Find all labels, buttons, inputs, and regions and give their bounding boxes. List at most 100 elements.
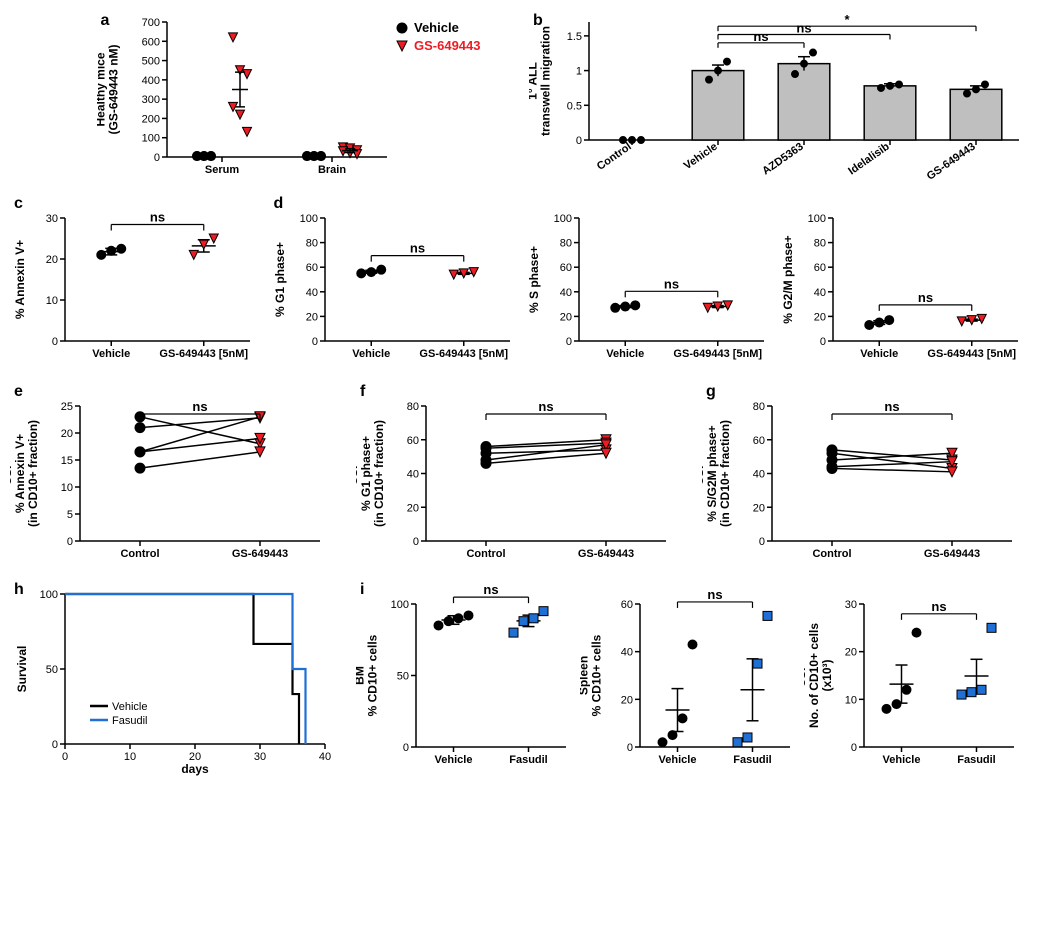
- panel-e: e 0510152025ControlGS-649443CSF% Annexin…: [10, 381, 348, 571]
- svg-text:GS-649443 [5nM]: GS-649443 [5nM]: [159, 348, 248, 360]
- svg-text:80: 80: [753, 401, 765, 413]
- svg-text:No. of CD10+ cells: No. of CD10+ cells: [807, 623, 821, 728]
- svg-text:days: days: [181, 762, 209, 776]
- svg-text:Vehicle: Vehicle: [352, 348, 390, 360]
- panel-f: f 020406080ControlGS-649443CSF% G1 phase…: [356, 381, 694, 571]
- svg-text:100: 100: [40, 589, 58, 601]
- svg-text:ns: ns: [917, 290, 932, 305]
- svg-text:Control: Control: [812, 548, 851, 560]
- panel-g-label: g: [706, 383, 716, 401]
- svg-text:30: 30: [46, 213, 58, 225]
- panel-f-label: f: [360, 383, 365, 401]
- svg-text:Fasudil: Fasudil: [112, 715, 147, 727]
- svg-text:10: 10: [46, 295, 58, 307]
- svg-text:100: 100: [391, 599, 409, 611]
- svg-text:40: 40: [621, 647, 633, 659]
- svg-text:0: 0: [52, 336, 58, 348]
- svg-text:Serum: Serum: [204, 164, 238, 176]
- svg-text:40: 40: [753, 469, 765, 481]
- svg-text:1.5: 1.5: [567, 31, 582, 43]
- svg-text:300: 300: [141, 94, 159, 106]
- svg-text:60: 60: [621, 599, 633, 611]
- svg-text:1: 1: [576, 66, 582, 78]
- svg-text:80: 80: [559, 238, 571, 250]
- panel-a: a 0100200300400500600700SerumBrainHealth…: [97, 10, 522, 185]
- svg-text:200: 200: [141, 113, 159, 125]
- svg-text:60: 60: [305, 262, 317, 274]
- panel-b-label: b: [533, 12, 543, 30]
- svg-text:% S phase+: % S phase+: [527, 246, 541, 313]
- svg-text:15: 15: [61, 455, 73, 467]
- svg-text:20: 20: [845, 647, 857, 659]
- svg-text:0: 0: [627, 742, 633, 754]
- figure-grid: a 0100200300400500600700SerumBrainHealth…: [10, 10, 1040, 779]
- svg-text:20: 20: [305, 311, 317, 323]
- svg-text:ns: ns: [483, 582, 498, 597]
- svg-text:Vehicle: Vehicle: [435, 754, 473, 766]
- svg-text:Control: Control: [466, 548, 505, 560]
- svg-text:% G1 phase+: % G1 phase+: [359, 436, 373, 511]
- svg-text:20: 20: [813, 311, 825, 323]
- svg-text:% Annexin V+: % Annexin V+: [13, 240, 27, 319]
- svg-text:10: 10: [124, 751, 136, 763]
- svg-text:30: 30: [845, 599, 857, 611]
- svg-text:Brain: Brain: [317, 164, 345, 176]
- panel-i: i 050100VehicleFasudilBM% CD10+ cellsns …: [356, 579, 1040, 779]
- svg-text:% CD10+ cells: % CD10+ cells: [590, 634, 604, 716]
- svg-text:Vehicle: Vehicle: [606, 348, 644, 360]
- svg-text:60: 60: [407, 435, 419, 447]
- svg-text:100: 100: [553, 213, 571, 225]
- panel-g: g 020406080ControlGS-649443CSF% S/G2M ph…: [702, 381, 1040, 571]
- svg-text:ns: ns: [796, 20, 811, 35]
- svg-text:0: 0: [62, 751, 68, 763]
- panel-b: b 00.511.5ControlVehicleAZD5363Idelalisi…: [529, 10, 1040, 185]
- svg-text:40: 40: [305, 287, 317, 299]
- panel-h-label: h: [14, 581, 24, 599]
- svg-text:700: 700: [141, 17, 159, 29]
- svg-text:GS-649443: GS-649443: [578, 548, 634, 560]
- svg-text:Vehicle: Vehicle: [860, 348, 898, 360]
- svg-text:GS-649443: GS-649443: [232, 548, 288, 560]
- svg-text:(in CD10+ fraction): (in CD10+ fraction): [718, 420, 732, 527]
- panel-h: h 050100010203040SurvivaldaysVehicleFasu…: [10, 579, 348, 779]
- svg-text:40: 40: [407, 469, 419, 481]
- svg-text:20: 20: [559, 311, 571, 323]
- svg-text:(GS-649443 nM): (GS-649443 nM): [106, 44, 120, 134]
- svg-text:GS-649443: GS-649443: [925, 141, 978, 183]
- svg-text:80: 80: [305, 238, 317, 250]
- svg-text:Idelalisib: Idelalisib: [846, 140, 892, 177]
- svg-text:0: 0: [851, 742, 857, 754]
- svg-text:20: 20: [46, 254, 58, 266]
- svg-text:20: 20: [407, 502, 419, 514]
- svg-text:30: 30: [254, 751, 266, 763]
- svg-text:% S/G2M phase+: % S/G2M phase+: [705, 425, 719, 521]
- svg-text:400: 400: [141, 75, 159, 87]
- svg-text:ns: ns: [538, 399, 553, 414]
- svg-text:60: 60: [753, 435, 765, 447]
- svg-text:60: 60: [559, 262, 571, 274]
- svg-text:(in CD10+ fraction): (in CD10+ fraction): [372, 420, 386, 527]
- svg-text:Vehicle: Vehicle: [112, 701, 147, 713]
- svg-text:Fasudil: Fasudil: [509, 754, 548, 766]
- svg-text:40: 40: [813, 287, 825, 299]
- svg-text:*: *: [844, 12, 850, 27]
- svg-text:ns: ns: [663, 276, 678, 291]
- svg-text:Vehicle: Vehicle: [659, 754, 697, 766]
- svg-text:10: 10: [61, 482, 73, 494]
- svg-text:10: 10: [845, 694, 857, 706]
- svg-text:ns: ns: [707, 587, 722, 602]
- svg-text:0: 0: [576, 135, 582, 147]
- panel-c-label: c: [14, 195, 23, 213]
- svg-text:80: 80: [407, 401, 419, 413]
- svg-text:0: 0: [153, 152, 159, 164]
- svg-text:ns: ns: [753, 29, 768, 44]
- svg-text:40: 40: [559, 287, 571, 299]
- svg-text:AZD5363: AZD5363: [760, 141, 805, 178]
- svg-text:Vehicle: Vehicle: [92, 348, 130, 360]
- svg-text:GS-649443 [5nM]: GS-649443 [5nM]: [927, 348, 1016, 360]
- panel-d-label: d: [274, 195, 284, 213]
- svg-text:GS-649443 [5nM]: GS-649443 [5nM]: [419, 348, 508, 360]
- svg-text:600: 600: [141, 36, 159, 48]
- svg-text:ns: ns: [409, 241, 424, 256]
- svg-text:40: 40: [319, 751, 331, 763]
